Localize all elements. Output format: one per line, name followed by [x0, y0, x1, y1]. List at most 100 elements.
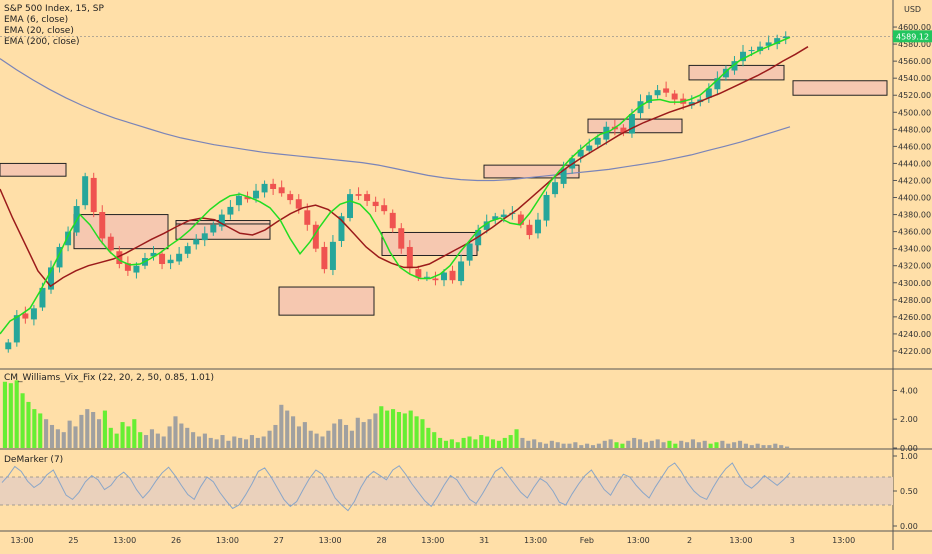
- vix-bar: [785, 446, 790, 448]
- vix-bar: [726, 443, 731, 448]
- price-tick-label: 4360.00: [898, 228, 931, 237]
- vix-bar: [502, 437, 507, 448]
- candle-body: [65, 231, 72, 246]
- candle-body: [577, 149, 584, 157]
- vix-bar: [749, 445, 754, 448]
- vix-bar: [432, 432, 437, 448]
- vix-bar: [667, 440, 672, 448]
- candle-body: [483, 221, 490, 230]
- candle-body: [654, 90, 661, 96]
- candle-body: [757, 46, 764, 51]
- candle-body: [22, 313, 29, 319]
- price-tick-label: 4580.00: [898, 40, 931, 49]
- vix-bar: [602, 440, 607, 448]
- vix-bar: [590, 445, 596, 448]
- vix-bar: [49, 424, 55, 448]
- vix-bar: [414, 416, 419, 448]
- candle-body: [355, 194, 362, 196]
- vix-bar: [467, 436, 472, 448]
- vix-bar: [438, 437, 443, 448]
- vix-fix-pane[interactable]: [2, 380, 790, 448]
- time-tick-label: 13:00: [421, 536, 444, 545]
- vix-bar: [449, 439, 454, 448]
- candle-body: [492, 216, 499, 220]
- vix-bar: [79, 414, 84, 448]
- main-legend: S&P 500 Index, 15, SP EMA (6, close) EMA…: [4, 4, 104, 48]
- vix-bar: [637, 439, 643, 448]
- vix-bar: [167, 426, 172, 448]
- price-tick-label: 4560.00: [898, 57, 931, 66]
- candle-body: [765, 42, 772, 46]
- vix-bar: [561, 443, 566, 448]
- candle-body: [90, 177, 97, 213]
- vix-bar: [508, 435, 513, 448]
- vix-bar: [579, 445, 584, 448]
- vix-bar: [208, 437, 213, 448]
- vix-bar: [155, 433, 160, 448]
- price-tick-label: 4600.00: [898, 23, 931, 32]
- last-price-tag: [893, 30, 932, 43]
- vix-bar: [514, 429, 519, 448]
- vix-bar: [567, 443, 572, 448]
- vix-bar: [720, 440, 725, 448]
- price-tick-label: 4340.00: [898, 245, 931, 254]
- legend-ema6: EMA (6, close): [4, 15, 69, 25]
- vix-bar: [526, 440, 531, 448]
- candle-body: [338, 216, 345, 241]
- candle-body: [278, 187, 285, 194]
- candle-body: [552, 182, 559, 195]
- candle-body: [543, 194, 550, 221]
- candle-body: [150, 252, 157, 257]
- candle-body: [227, 206, 234, 215]
- candle-body: [646, 95, 653, 103]
- vix-bar: [773, 443, 778, 448]
- candle-body: [466, 243, 473, 261]
- price-tick-label: 4520.00: [898, 91, 931, 100]
- vix-bar: [302, 422, 307, 448]
- vix-bar: [20, 393, 25, 448]
- vix-bar: [96, 419, 102, 448]
- vix-fix-legend: CM_Williams_Vix_Fix (22, 20, 2, 50, 0.85…: [4, 373, 215, 383]
- candle-body: [295, 199, 302, 209]
- vix-bar: [291, 416, 296, 448]
- price-tick-label: 4320.00: [898, 262, 931, 271]
- vix-bar: [108, 427, 113, 448]
- demarker-pane[interactable]: [0, 462, 893, 512]
- vix-bar: [14, 380, 19, 448]
- vix-bar: [391, 409, 396, 448]
- vix-tick-label: 0.00: [900, 444, 918, 453]
- candle-body: [440, 272, 447, 281]
- vix-bar: [555, 442, 560, 448]
- supply-demand-zone: [792, 80, 888, 96]
- vix-bar: [2, 381, 7, 448]
- vix-bar: [755, 443, 760, 448]
- vix-bar: [708, 443, 713, 448]
- vix-bar: [649, 440, 654, 448]
- candle-body: [218, 214, 225, 227]
- candle-body: [82, 176, 89, 206]
- vix-bar: [543, 443, 549, 448]
- vix-bar: [685, 442, 690, 448]
- time-axis[interactable]: 13:00 25 13:00 26 13:00 27 13:00 28 13:00 31 13:00…: [10, 536, 855, 545]
- vix-bar: [485, 436, 490, 448]
- candle-body: [637, 101, 644, 114]
- candle-body: [184, 246, 191, 254]
- candle-body: [406, 246, 413, 269]
- vix-bar: [144, 435, 149, 448]
- vix-bar: [361, 422, 366, 448]
- vix-bar: [408, 410, 413, 448]
- candle-body: [261, 183, 268, 193]
- candle-body: [500, 214, 507, 218]
- price-axis[interactable]: 4600.00 4580.00 4560.00 4540.00 4520.00 4500.…: [893, 23, 932, 531]
- vix-bar: [8, 383, 13, 448]
- candle-body: [159, 253, 166, 265]
- vix-bar: [732, 442, 737, 448]
- vix-bar: [191, 432, 196, 448]
- candle-body: [210, 224, 217, 233]
- vix-bar: [532, 439, 537, 448]
- vix-bar: [596, 443, 601, 448]
- price-tick-label: 4380.00: [898, 211, 931, 220]
